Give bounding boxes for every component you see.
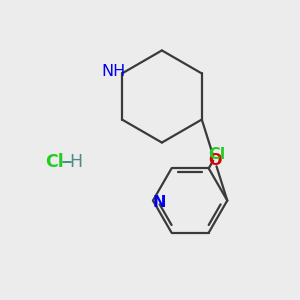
Text: O: O bbox=[209, 152, 222, 167]
Text: H: H bbox=[70, 153, 83, 171]
Text: Cl: Cl bbox=[208, 147, 226, 162]
Text: NH: NH bbox=[101, 64, 126, 80]
Text: N: N bbox=[153, 194, 166, 209]
Text: Cl: Cl bbox=[46, 153, 64, 171]
